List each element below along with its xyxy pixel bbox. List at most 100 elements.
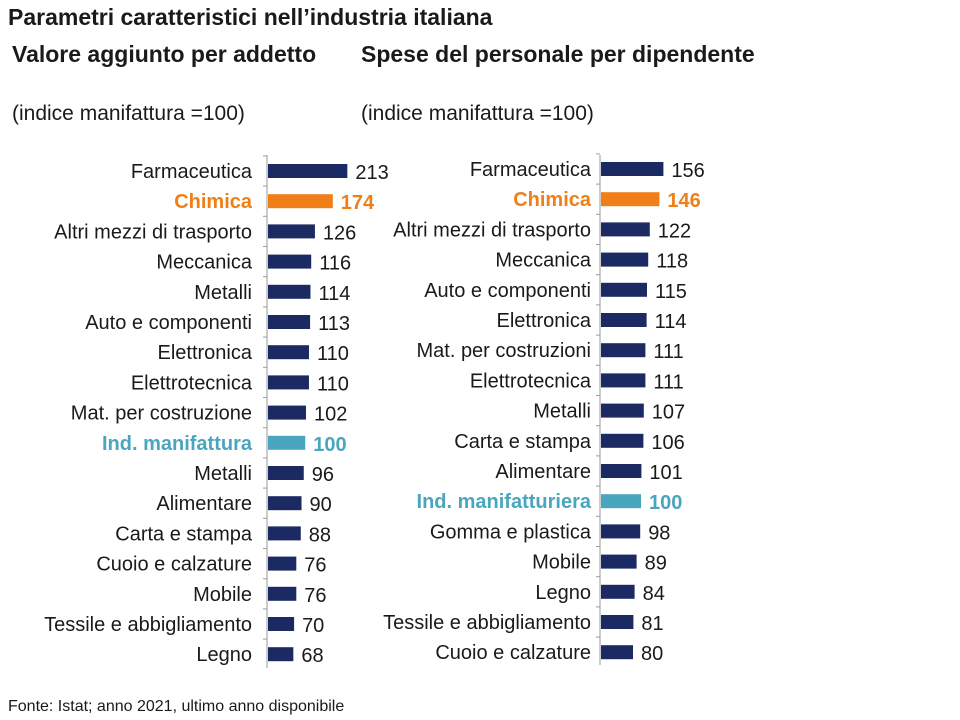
value-label: 111	[653, 341, 683, 363]
bar	[601, 584, 635, 599]
bar	[268, 315, 311, 329]
page-title: Parametri caratteristici nell’industria …	[8, 4, 493, 30]
category-label: Chimica	[513, 189, 592, 211]
category-label: Farmaceutica	[131, 161, 253, 183]
bar	[268, 647, 294, 662]
category-label: Mat. per costruzione	[71, 403, 252, 425]
category-label: Cuoio e calzature	[435, 642, 591, 664]
bar	[268, 224, 315, 239]
value-label: 110	[317, 373, 349, 395]
bar	[601, 222, 650, 237]
left-panel-subtitle: (indice manifattura =100)	[12, 102, 245, 125]
bar	[601, 343, 646, 358]
value-label: 98	[648, 522, 670, 544]
bar	[268, 405, 306, 420]
right-panel-subtitle: (indice manifattura =100)	[361, 102, 594, 125]
category-label: Legno	[196, 644, 252, 666]
category-label: Farmaceutica	[470, 159, 592, 181]
bar	[601, 252, 649, 267]
left-panel-title: Valore aggiunto per addetto	[12, 41, 317, 67]
value-label: 80	[641, 643, 663, 665]
value-label: 84	[643, 583, 665, 605]
value-label: 106	[651, 432, 684, 454]
category-label: Mat. per costruzioni	[416, 340, 591, 362]
category-label: Metalli	[194, 463, 252, 485]
category-label: Altri mezzi di trasporto	[393, 219, 591, 241]
bar	[268, 556, 297, 571]
value-label: 68	[301, 645, 323, 667]
value-label: 101	[649, 462, 682, 484]
bar	[268, 194, 333, 209]
value-label: 116	[319, 253, 351, 275]
value-label: 81	[641, 613, 663, 635]
value-label: 122	[658, 220, 691, 242]
bar	[601, 494, 641, 509]
value-label: 156	[671, 160, 704, 182]
value-label: 76	[304, 585, 326, 607]
value-label: 76	[304, 555, 326, 577]
category-label: Elettrotecnica	[131, 372, 253, 394]
category-label: Carta e stampa	[454, 431, 592, 453]
bar	[268, 254, 312, 269]
bar	[601, 554, 637, 569]
bar	[268, 466, 304, 480]
bar	[601, 282, 647, 297]
category-label: Alimentare	[495, 461, 591, 483]
value-label: 107	[652, 402, 685, 424]
bar	[268, 284, 311, 299]
value-label: 70	[302, 615, 324, 637]
bar	[268, 345, 309, 360]
category-label: Meccanica	[156, 252, 252, 274]
value-label: 126	[323, 222, 356, 244]
bar	[268, 375, 309, 390]
bar	[601, 313, 647, 327]
category-label: Mobile	[532, 552, 591, 574]
value-label: 88	[309, 524, 331, 546]
bar	[268, 617, 295, 631]
bar	[268, 496, 302, 511]
category-label: Auto e componenti	[85, 312, 252, 334]
value-label: 113	[318, 313, 350, 335]
value-label: 111	[653, 371, 683, 393]
value-label: 110	[317, 343, 349, 365]
value-label: 114	[318, 283, 350, 305]
category-label: Elettronica	[158, 342, 253, 364]
category-label: Carta e stampa	[115, 523, 253, 545]
value-label: 100	[649, 492, 682, 514]
category-label: Auto e componenti	[424, 280, 591, 302]
category-label: Ind. manifattura	[102, 433, 253, 455]
value-label: 114	[655, 311, 687, 333]
category-label: Cuoio e calzature	[96, 554, 252, 576]
right-panel-title: Spese del personale per dipendente	[361, 41, 755, 67]
bar	[268, 164, 348, 178]
bar	[268, 435, 306, 450]
bar	[268, 586, 297, 601]
category-label: Chimica	[174, 191, 253, 213]
bar	[601, 162, 664, 176]
value-label: 174	[341, 192, 375, 214]
value-label: 115	[655, 281, 687, 303]
bar	[601, 433, 644, 448]
category-label: Ind. manifatturiera	[417, 491, 592, 513]
bar	[601, 524, 641, 539]
value-label: 118	[656, 251, 688, 273]
category-label: Metalli	[194, 282, 252, 304]
bar	[601, 192, 660, 207]
category-label: Metalli	[533, 401, 591, 423]
category-label: Alimentare	[156, 493, 252, 515]
category-label: Tessile e abbigliamento	[44, 614, 252, 636]
category-label: Mobile	[193, 584, 252, 606]
bar	[601, 615, 634, 629]
value-label: 213	[355, 162, 388, 184]
category-label: Legno	[535, 582, 591, 604]
value-label: 90	[310, 494, 332, 516]
category-label: Elettronica	[497, 310, 592, 332]
right-bar-chart: Farmaceutica 156 Chimica 146 Altri mezzi di …	[383, 153, 705, 665]
bar	[601, 645, 633, 660]
source-note: Fonte: Istat; anno 2021, ultimo anno dis…	[8, 698, 345, 715]
value-label: 100	[313, 434, 346, 456]
left-bar-chart: Farmaceutica 213 Chimica 174 Altri mezzi di …	[44, 155, 389, 668]
category-label: Meccanica	[495, 250, 591, 272]
value-label: 89	[645, 553, 667, 575]
value-label: 146	[667, 190, 700, 212]
